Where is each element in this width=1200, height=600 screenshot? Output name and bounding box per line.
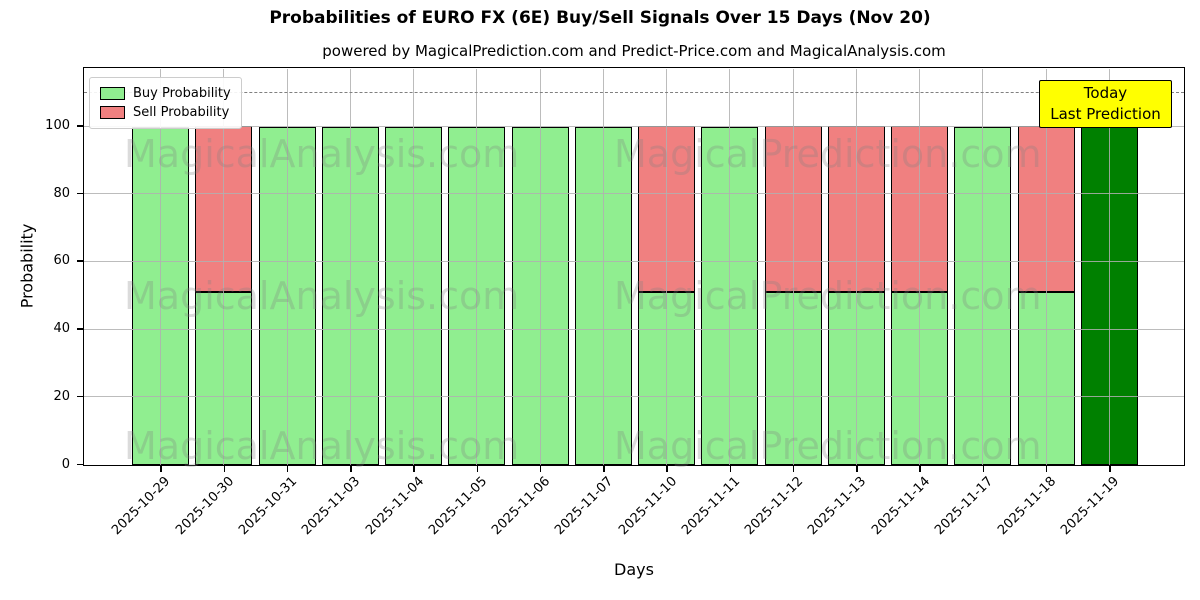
x-tick-mark bbox=[729, 466, 732, 472]
x-tick-label: 2025-10-31 bbox=[236, 474, 301, 539]
vertical-gridline bbox=[413, 69, 415, 465]
vertical-gridline bbox=[476, 69, 478, 465]
bar-group bbox=[701, 69, 759, 465]
vertical-gridline bbox=[286, 69, 288, 465]
y-tick-label: 60 bbox=[53, 253, 70, 269]
legend-label-sell: Sell Probability bbox=[133, 105, 230, 120]
x-tick-label: 2025-11-18 bbox=[995, 474, 1060, 539]
today-annotation: Today Last Prediction bbox=[1039, 80, 1172, 128]
vertical-gridline bbox=[792, 69, 794, 465]
x-tick-label: 2025-11-07 bbox=[552, 474, 617, 539]
bar-group bbox=[321, 69, 379, 465]
bar-group bbox=[1017, 69, 1075, 465]
bar-group bbox=[448, 69, 506, 465]
x-tick-label: 2025-11-13 bbox=[805, 474, 870, 539]
sell-swatch-icon bbox=[100, 106, 125, 119]
x-tick-mark bbox=[286, 466, 289, 472]
x-tick-label: 2025-10-29 bbox=[109, 474, 174, 539]
bar-group bbox=[1081, 69, 1138, 465]
y-tick-label: 40 bbox=[53, 321, 70, 337]
x-tick-mark bbox=[413, 466, 415, 472]
horizontal-gridline bbox=[84, 193, 1184, 195]
bars bbox=[84, 68, 1184, 465]
x-tick-label: 2025-11-11 bbox=[678, 474, 744, 539]
x-tick-mark bbox=[603, 466, 605, 472]
x-tick-label: 2025-11-05 bbox=[425, 474, 490, 539]
y-tick-mark bbox=[77, 395, 83, 398]
y-tick-mark bbox=[77, 328, 83, 330]
horizontal-gridline bbox=[84, 260, 1184, 262]
y-tick-mark bbox=[77, 463, 83, 465]
x-tick-mark bbox=[1045, 466, 1048, 472]
gridlines bbox=[84, 68, 1184, 465]
horizontal-gridline bbox=[84, 396, 1184, 398]
vertical-gridline bbox=[1045, 69, 1047, 465]
bar-group bbox=[764, 69, 822, 465]
vertical-gridline bbox=[160, 69, 161, 465]
bar-group bbox=[511, 69, 569, 465]
plot-area: MagicalAnalysis.com MagicalPrediction.com… bbox=[83, 67, 1185, 468]
bar-group bbox=[954, 69, 1012, 465]
x-tick-label: 2025-11-10 bbox=[615, 474, 680, 539]
y-axis-label: Probability bbox=[17, 223, 37, 309]
chart-subtitle: powered by MagicalPrediction.com and Pre… bbox=[322, 42, 946, 60]
horizontal-gridline bbox=[84, 125, 1184, 127]
vertical-gridline bbox=[539, 69, 541, 465]
buy-swatch-icon bbox=[100, 87, 125, 100]
y-tick-mark bbox=[77, 260, 83, 262]
bar-group bbox=[195, 69, 253, 465]
x-tick-mark bbox=[919, 466, 921, 472]
bar-group bbox=[638, 69, 696, 465]
legend: Buy Probability Sell Probability bbox=[89, 77, 242, 129]
legend-label-buy: Buy Probability bbox=[133, 86, 231, 101]
threshold-dashed-line bbox=[84, 91, 1184, 93]
today-annotation-line2: Last Prediction bbox=[1050, 105, 1161, 123]
x-tick-mark bbox=[1109, 466, 1111, 472]
vertical-gridline bbox=[223, 69, 225, 465]
x-tick-label: 2025-11-04 bbox=[362, 474, 427, 539]
x-tick-label: 2025-11-12 bbox=[742, 474, 807, 539]
x-tick-mark bbox=[982, 466, 985, 472]
x-tick-mark bbox=[539, 466, 542, 472]
vertical-gridline bbox=[919, 69, 921, 465]
y-tick-mark bbox=[77, 125, 83, 127]
x-tick-label: 2025-10-30 bbox=[172, 474, 237, 539]
chart-title: Probabilities of EURO FX (6E) Buy/Sell S… bbox=[269, 8, 931, 28]
vertical-gridline bbox=[349, 69, 351, 465]
vertical-gridline bbox=[666, 69, 668, 465]
y-tick-label: 0 bbox=[61, 456, 70, 472]
x-tick-label: 2025-11-19 bbox=[1058, 474, 1123, 539]
legend-item-buy: Buy Probability bbox=[100, 84, 231, 103]
bar-group bbox=[891, 69, 949, 465]
vertical-gridline bbox=[1109, 69, 1110, 465]
x-tick-mark bbox=[856, 466, 858, 472]
horizontal-gridline bbox=[84, 328, 1184, 330]
x-axis-label: Days bbox=[614, 560, 654, 579]
x-tick-label: 2025-11-17 bbox=[932, 474, 997, 539]
bar-group bbox=[258, 69, 316, 465]
x-tick-mark bbox=[792, 466, 795, 472]
x-tick-mark bbox=[160, 466, 162, 472]
y-tick-label: 20 bbox=[53, 388, 70, 404]
vertical-gridline bbox=[729, 69, 731, 465]
today-annotation-line1: Today bbox=[1083, 84, 1128, 102]
x-tick-mark bbox=[476, 466, 479, 472]
x-tick-label: 2025-11-14 bbox=[868, 474, 933, 539]
y-tick-label: 100 bbox=[45, 118, 70, 134]
y-tick-label: 80 bbox=[53, 185, 70, 201]
bar-group bbox=[827, 69, 885, 465]
vertical-gridline bbox=[982, 69, 984, 465]
x-tick-mark bbox=[223, 466, 226, 472]
legend-item-sell: Sell Probability bbox=[100, 103, 231, 122]
y-tick-mark bbox=[77, 192, 83, 195]
vertical-gridline bbox=[602, 69, 604, 465]
x-tick-label: 2025-11-03 bbox=[299, 474, 364, 539]
x-tick-mark bbox=[666, 466, 668, 472]
vertical-gridline bbox=[855, 69, 857, 465]
bar-group bbox=[574, 69, 632, 465]
bar-group bbox=[385, 69, 443, 465]
x-tick-mark bbox=[350, 466, 352, 472]
x-tick-label: 2025-11-06 bbox=[489, 474, 554, 539]
